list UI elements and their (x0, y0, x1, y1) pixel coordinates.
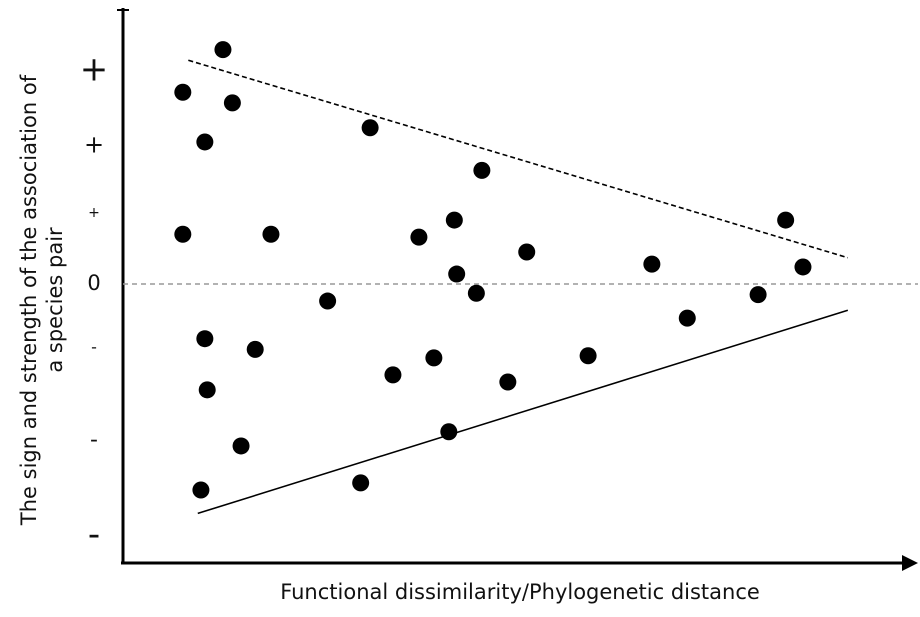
point (196, 133, 214, 151)
point (749, 286, 767, 304)
y-tick-label: - (90, 427, 98, 452)
y-tick-label: 0 (87, 271, 100, 295)
point (198, 381, 216, 399)
point (410, 228, 428, 246)
point (445, 211, 463, 229)
point (643, 255, 661, 273)
point (196, 330, 214, 348)
point (440, 423, 458, 441)
point (794, 258, 812, 276)
point (174, 225, 192, 243)
y-axis-title: a species pair (43, 227, 67, 373)
point (246, 340, 264, 358)
point (518, 243, 536, 261)
point (361, 119, 379, 137)
point (319, 292, 337, 310)
x-axis-arrow (902, 555, 918, 571)
y-tick-label: - (88, 515, 100, 555)
point (678, 309, 696, 327)
point (174, 83, 192, 101)
point (499, 373, 517, 391)
point (425, 349, 443, 367)
point (467, 284, 485, 302)
y-axis-title: The sign and strength of the association… (17, 74, 41, 526)
point (262, 225, 280, 243)
y-tick-label: + (80, 49, 109, 89)
y-tick-label: + (88, 205, 100, 221)
point (777, 211, 795, 229)
point (579, 347, 597, 365)
point (473, 161, 491, 179)
point (214, 41, 232, 59)
trend-line (197, 309, 849, 515)
point (192, 481, 210, 499)
trend-line (188, 59, 849, 259)
y-tick-label: + (84, 131, 104, 159)
point (232, 437, 250, 455)
point (384, 366, 402, 384)
x-axis-title: Functional dissimilarity/Phylogenetic di… (280, 580, 760, 604)
point (448, 265, 466, 283)
point (352, 474, 370, 492)
y-tick-label: - (91, 337, 97, 356)
point (223, 94, 241, 112)
